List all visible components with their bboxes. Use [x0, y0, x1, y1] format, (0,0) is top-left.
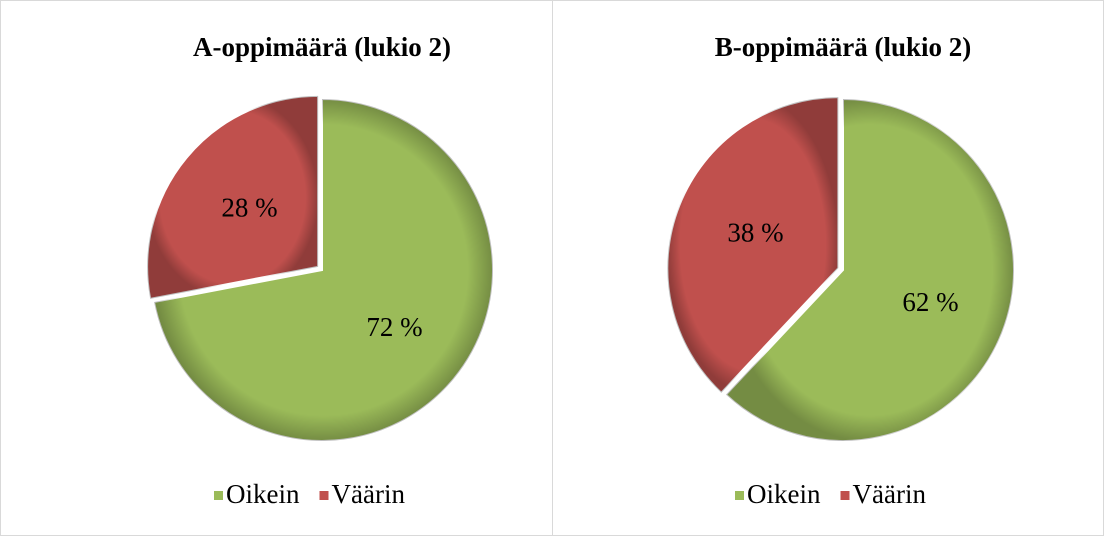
- legend-label: Väärin: [332, 479, 406, 509]
- legend-swatch: [319, 491, 329, 500]
- legend-swatch: [840, 491, 850, 500]
- chart-title: A-oppimäärä (lukio 2): [193, 32, 451, 62]
- legend-swatch: [214, 491, 223, 500]
- legend-label: Väärin: [853, 479, 927, 509]
- legend-label: Oikein: [226, 479, 300, 509]
- legend-swatch: [735, 491, 744, 500]
- data-label: 38 %: [727, 218, 783, 248]
- data-label: 72 %: [366, 312, 422, 342]
- chart-title: B-oppimäärä (lukio 2): [715, 32, 972, 62]
- data-label: 28 %: [221, 192, 277, 222]
- data-label: 62 %: [902, 287, 958, 317]
- legend-label: Oikein: [747, 479, 821, 509]
